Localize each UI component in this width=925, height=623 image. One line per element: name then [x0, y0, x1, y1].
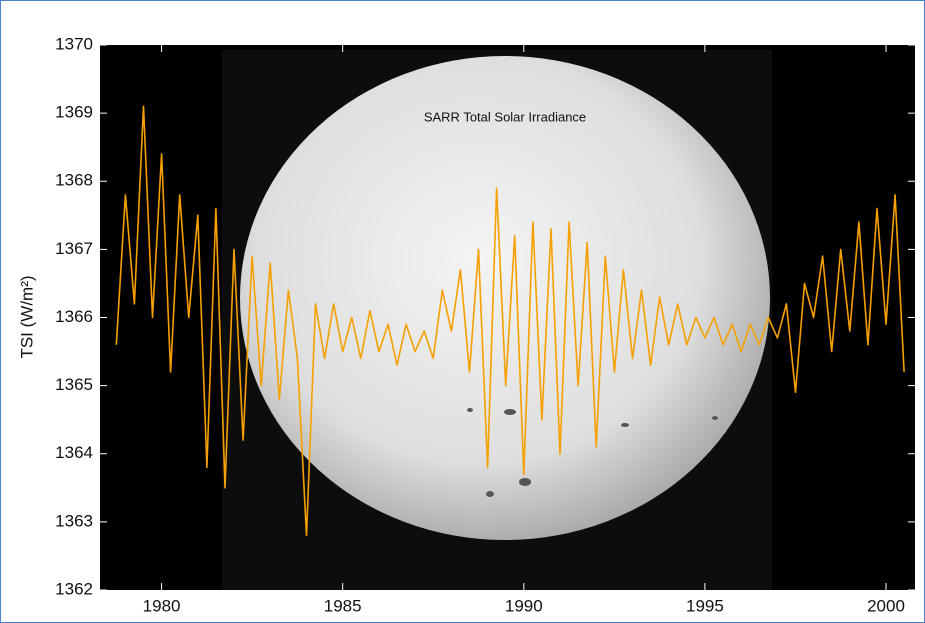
- y-tick-label: 1366: [55, 307, 93, 326]
- y-tick-label: 1363: [55, 511, 93, 530]
- y-tick-label: 1368: [55, 171, 93, 190]
- y-tick-label: 1362: [55, 579, 93, 598]
- y-tick-label: 1367: [55, 239, 93, 258]
- chart-title: SARR Total Solar Irradiance: [424, 109, 586, 124]
- x-tick-label: 1995: [686, 596, 724, 615]
- x-tick-label: 1990: [505, 596, 543, 615]
- y-tick-label: 1365: [55, 375, 93, 394]
- y-tick-label: 1369: [55, 103, 93, 122]
- x-tick-label: 2000: [867, 596, 905, 615]
- sunspots: [467, 408, 718, 497]
- x-tick-label: 1985: [324, 596, 362, 615]
- data-line: [115, 105, 905, 537]
- y-tick-label: 1370: [55, 34, 93, 53]
- y-tick-label: 1364: [55, 443, 93, 462]
- y-axis-label: TSI (W/m²): [17, 275, 36, 358]
- x-tick-label: 1980: [143, 596, 181, 615]
- sun-image: [240, 56, 770, 540]
